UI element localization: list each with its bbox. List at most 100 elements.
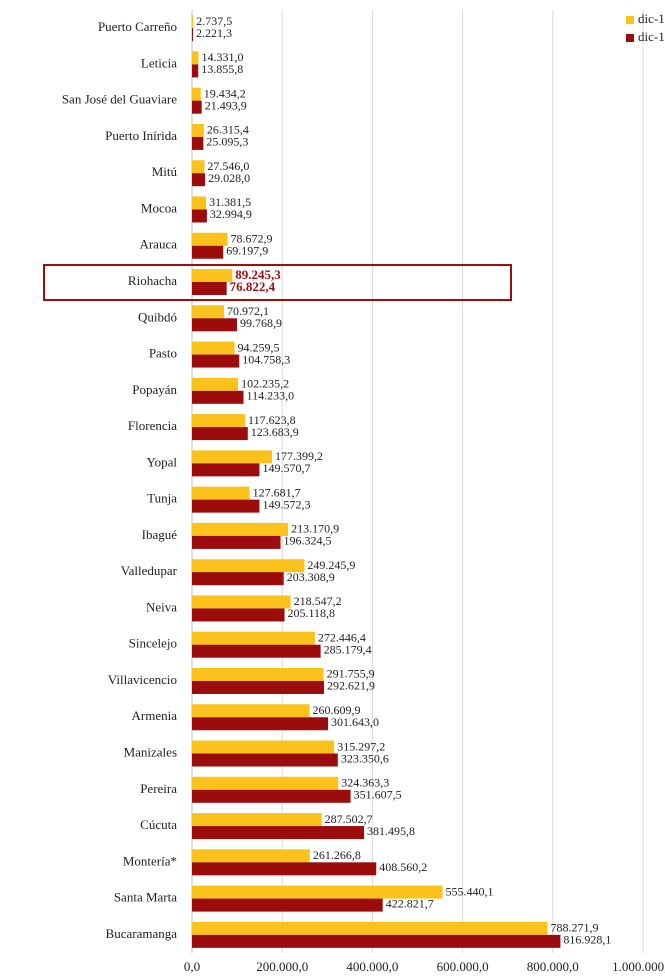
- y-tick-label: Quibdó: [138, 309, 177, 324]
- value-label: 291.755,9: [327, 667, 375, 681]
- bar: [192, 269, 233, 283]
- bar: [192, 305, 225, 319]
- y-tick-label: Tunja: [147, 491, 177, 506]
- value-label: 351.607,5: [354, 788, 402, 802]
- value-label: 2.221,3: [196, 26, 232, 40]
- bar: [192, 789, 351, 803]
- value-label: 13.855,8: [201, 62, 243, 76]
- value-label: 196.324,5: [284, 534, 332, 548]
- bar: [192, 849, 310, 863]
- bar: [192, 595, 291, 609]
- value-label: 14.331,0: [201, 50, 243, 64]
- value-label: 285.179,4: [324, 642, 372, 656]
- bar: [192, 631, 315, 645]
- bar: [192, 136, 204, 150]
- bar: [192, 123, 204, 137]
- value-label: 149.572,3: [262, 497, 310, 511]
- value-label: 21.493,9: [205, 98, 247, 112]
- x-tick-label: 400.000,0: [346, 959, 398, 974]
- bar: [192, 232, 228, 246]
- value-label: 301.643,0: [331, 715, 379, 729]
- bar: [192, 572, 284, 586]
- bar: [192, 680, 324, 694]
- bar: [192, 173, 206, 187]
- bar: [192, 15, 194, 29]
- value-label: 127.681,7: [253, 485, 301, 499]
- value-label: 555.440,1: [446, 884, 494, 898]
- bar: [192, 463, 260, 477]
- y-tick-label: Florencia: [128, 418, 177, 433]
- value-label: 292.621,9: [327, 679, 375, 693]
- y-tick-label: Sincelejo: [129, 636, 177, 651]
- value-label: 788.271,9: [551, 921, 599, 935]
- value-label: 94.259,5: [238, 340, 280, 354]
- y-tick-label: Puerto Inírida: [105, 128, 177, 143]
- legend-label: dic-15: [638, 11, 665, 26]
- value-label: 69.197,9: [226, 244, 268, 258]
- y-tick-label: Cúcuta: [140, 817, 177, 832]
- value-label: 149.570,7: [262, 461, 310, 475]
- bar: [192, 196, 207, 210]
- x-tick-label: 0,0: [184, 959, 200, 974]
- bar: [192, 667, 324, 681]
- value-label: 26.315,4: [207, 123, 249, 137]
- value-label: 213.170,9: [291, 522, 339, 536]
- value-label: 70.972,1: [227, 304, 269, 318]
- y-tick-label: Manizales: [124, 745, 177, 760]
- legend-swatch: [626, 34, 634, 42]
- highlight-box: [43, 264, 512, 302]
- bar: [192, 354, 240, 368]
- bar: [192, 87, 201, 101]
- bar: [192, 898, 383, 912]
- value-label: 117.623,8: [248, 413, 296, 427]
- bar: [192, 64, 199, 78]
- y-tick-label: Puerto Carreño: [98, 19, 177, 34]
- value-label: 260.609,9: [313, 703, 361, 717]
- y-tick-label: Bucaramanga: [106, 926, 178, 941]
- legend-label: dic-16: [638, 29, 665, 44]
- bar: [192, 776, 339, 790]
- value-label: 29.028,0: [208, 171, 250, 185]
- bar: [192, 704, 310, 718]
- bar: [192, 826, 365, 840]
- value-label: 27.546,0: [207, 159, 249, 173]
- value-label: 104.758,3: [242, 352, 290, 366]
- value-label: 2.737,5: [196, 14, 232, 28]
- value-label: 287.502,7: [325, 812, 373, 826]
- bar: [192, 921, 548, 935]
- bar: [192, 390, 244, 404]
- value-label: 31.381,5: [209, 195, 251, 209]
- value-label: 25.095,3: [206, 135, 248, 149]
- bar: [192, 318, 237, 332]
- value-label: 315.297,2: [337, 739, 385, 753]
- value-label: 218.547,2: [294, 594, 342, 608]
- value-label: 19.434,2: [204, 86, 246, 100]
- y-tick-label: Neiva: [146, 599, 177, 614]
- bar: [192, 414, 246, 428]
- value-label: 78.672,9: [230, 232, 272, 246]
- value-label: 324.363,3: [341, 776, 389, 790]
- bar: [192, 499, 260, 513]
- legend-swatch: [626, 16, 634, 24]
- bar: [192, 245, 224, 259]
- bar: [192, 559, 305, 573]
- y-tick-label: Yopal: [147, 454, 178, 469]
- bar: [192, 608, 285, 622]
- value-label: 205.118,8: [288, 606, 336, 620]
- y-tick-label: Montería*: [123, 853, 177, 868]
- value-label: 99.768,9: [240, 316, 282, 330]
- bar: [192, 427, 248, 441]
- x-tick-label: 800.000,0: [527, 959, 579, 974]
- x-tick-label: 1.000.000,0: [612, 959, 665, 974]
- y-tick-label: Leticia: [141, 55, 177, 70]
- bar: [192, 934, 561, 948]
- value-label: 272.446,4: [318, 630, 366, 644]
- y-tick-label: Mocoa: [141, 200, 177, 215]
- bar: [192, 282, 227, 296]
- bar: [192, 209, 207, 223]
- value-label: 76.822,4: [230, 279, 276, 294]
- bar: [192, 885, 443, 899]
- value-label: 408.560,2: [379, 860, 427, 874]
- bar: [192, 450, 273, 464]
